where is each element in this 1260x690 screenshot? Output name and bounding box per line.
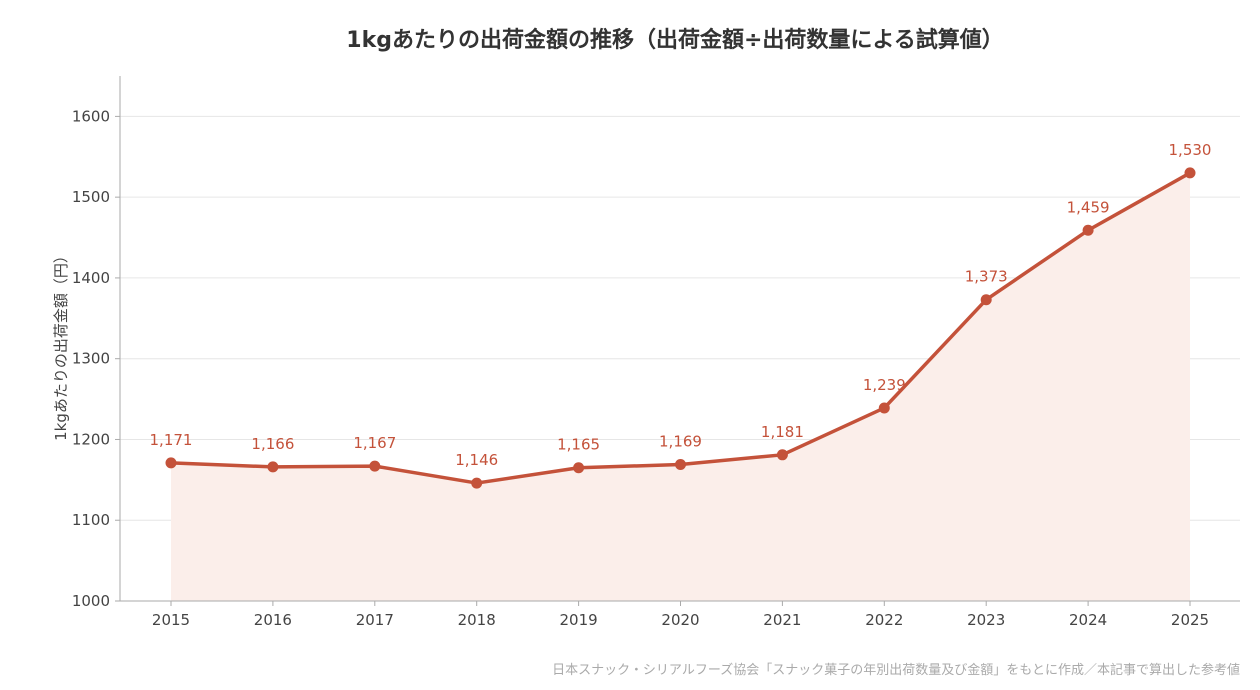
x-tick-label: 2020 [661,611,699,629]
y-tick-label: 1000 [72,592,110,610]
data-label: 1,169 [659,433,702,451]
data-label: 1,181 [761,423,804,441]
data-point [878,402,890,414]
x-tick-label: 2022 [865,611,903,629]
x-tick-label: 2021 [763,611,801,629]
y-tick-label: 1200 [72,430,110,448]
y-tick-label: 1500 [72,188,110,206]
data-point [471,477,483,489]
data-label: 1,239 [863,376,906,394]
x-tick-label: 2017 [356,611,394,629]
y-tick-label: 1100 [72,511,110,529]
data-points [165,167,1196,489]
data-point [776,449,788,461]
y-tick-label: 1400 [72,269,110,287]
x-tick-labels: 2015 2016 2017 2018 2019 2020 2021 2022 2023 2024… [152,611,1209,629]
data-label: 1,166 [251,435,294,453]
y-tick-labels: 1000 1100 1200 1300 1400 1500 1600 [72,107,110,610]
axes [115,76,1240,606]
source-note: 日本スナック・シリアルフーズ協会「スナック菓子の年別出荷数量及び金額」をもとに作… [552,663,1240,678]
data-point [980,294,992,306]
area-fill [171,172,1190,601]
x-tick-label: 2019 [560,611,598,629]
chart-title: 1kgあたりの出荷金額の推移（出荷金額÷出荷数量による試算値） [346,28,1004,53]
data-point [1082,224,1094,236]
data-label: 1,171 [150,431,193,449]
data-labels: 1,171 1,166 1,167 1,146 1,165 1,169 1,181 1,239… [150,141,1212,469]
data-label: 1,530 [1169,141,1212,159]
y-tick-label: 1300 [72,350,110,368]
data-point [1184,167,1196,179]
data-point [573,462,585,474]
data-point [369,460,381,472]
x-tick-label: 2025 [1171,611,1209,629]
data-point [675,459,686,470]
x-tick-label: 2015 [152,611,190,629]
y-tick-label: 1600 [72,107,110,125]
x-tick-label: 2016 [254,611,292,629]
x-tick-label: 2024 [1069,611,1107,629]
data-point [267,461,279,473]
x-tick-label: 2018 [458,611,496,629]
data-label: 1,167 [353,434,396,452]
x-tick-label: 2023 [967,611,1005,629]
data-point [165,457,177,469]
data-label: 1,165 [557,436,600,454]
area-fill-path [171,172,1190,601]
data-label: 1,373 [965,268,1008,286]
data-label: 1,459 [1067,198,1110,216]
data-label: 1,146 [455,451,498,469]
y-axis-label: 1kgあたりの出荷金額（円） [52,248,70,441]
